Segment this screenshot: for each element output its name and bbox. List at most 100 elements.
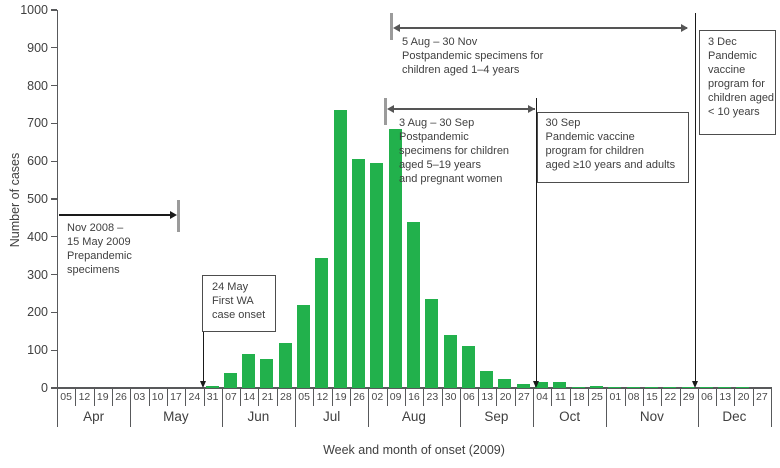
bar <box>663 387 677 388</box>
week-tick-label: 28 <box>279 391 292 403</box>
week-tick-label: 11 <box>554 391 566 403</box>
month-label: Nov <box>639 409 664 424</box>
y-tick-label: 900 <box>27 40 48 55</box>
bar <box>516 383 530 388</box>
bar <box>498 378 512 389</box>
month-label: Aug <box>401 409 426 424</box>
y-tick-label: 0 <box>41 381 48 395</box>
vaccine-under10-box: 3 Dec Pandemic vaccine program for child… <box>699 30 776 135</box>
month-label: Sep <box>484 409 509 424</box>
week-tick-label: 01 <box>609 391 622 403</box>
postpandemic-5-19-arrow-line <box>389 108 535 110</box>
y-tick-label: 1000 <box>20 3 48 17</box>
bar <box>718 386 732 388</box>
vaccine-under10-arrow-line <box>695 13 697 382</box>
first-case-label: 24 May First WA case onset <box>212 281 266 321</box>
bar <box>461 346 475 388</box>
postpandemic-1-4-right-arrowhead-icon <box>681 24 688 32</box>
postpandemic-5-19-right-arrowhead-icon <box>528 105 535 113</box>
bar <box>278 342 292 388</box>
bar <box>736 387 750 388</box>
week-divider <box>624 388 626 406</box>
month-divider <box>57 388 59 427</box>
week-tick-label: 22 <box>664 391 677 403</box>
week-divider <box>203 388 205 406</box>
week-divider <box>752 388 754 406</box>
bar <box>406 221 420 388</box>
week-tick-label: 31 <box>206 391 219 403</box>
month-label: Apr <box>83 409 105 424</box>
month-divider <box>697 388 699 427</box>
week-tick-label: 20 <box>499 391 512 403</box>
week-tick-label: 08 <box>627 391 640 403</box>
week-tick-label: 02 <box>371 391 384 403</box>
week-tick-label: 19 <box>334 391 347 403</box>
week-divider <box>496 388 498 406</box>
week-divider <box>587 388 589 406</box>
bar <box>589 386 603 388</box>
bar <box>443 335 457 388</box>
week-tick-label: 20 <box>737 391 750 403</box>
month-label: Jul <box>322 409 341 424</box>
bar <box>205 386 219 388</box>
postpandemic-1-4-start-cap <box>390 13 393 40</box>
week-tick-label: 23 <box>426 391 439 403</box>
y-tick-label: 200 <box>27 305 48 320</box>
week-divider <box>642 388 644 406</box>
week-tick-label: 05 <box>298 391 310 403</box>
y-tick-label: 800 <box>27 78 48 93</box>
bar <box>315 257 329 388</box>
week-tick-label: 26 <box>353 391 365 403</box>
week-divider <box>569 388 571 406</box>
x-axis-title: Week and month of onset (2009) <box>323 443 505 457</box>
week-divider <box>679 388 681 406</box>
y-tick <box>50 85 57 87</box>
week-tick-label: 19 <box>96 391 109 403</box>
y-tick <box>50 160 57 162</box>
week-tick-label: 10 <box>151 391 164 403</box>
week-tick-label: 07 <box>225 391 237 403</box>
month-label: Oct <box>559 409 581 424</box>
y-tick-label: 400 <box>27 229 48 244</box>
bar <box>644 386 658 388</box>
week-tick-label: 13 <box>481 391 494 403</box>
vaccine-10-label: 30 Sep Pandemic vaccine program for chil… <box>545 117 676 171</box>
bar <box>370 163 384 388</box>
bar <box>388 129 402 388</box>
vaccine-10-arrow-line <box>536 98 538 382</box>
bar <box>608 386 622 388</box>
week-divider <box>404 388 406 406</box>
week-divider <box>478 388 480 406</box>
week-divider <box>148 388 150 406</box>
bar <box>626 387 640 388</box>
y-tick <box>50 47 57 49</box>
postpandemic-1-4-left-arrowhead-icon <box>393 24 400 32</box>
y-tick-label: 500 <box>27 192 48 206</box>
week-divider <box>185 388 187 406</box>
month-divider <box>368 388 370 427</box>
month-divider <box>771 388 773 427</box>
month-divider <box>459 388 461 427</box>
y-axis-line <box>56 10 58 427</box>
postpandemic-5-19-label: 3 Aug – 30 Sep Postpandemic specimens fo… <box>399 117 510 185</box>
week-divider <box>93 388 95 406</box>
month-divider <box>533 388 535 427</box>
postpandemic-1-4-label: 5 Aug – 30 Nov Postpandemic specimens fo… <box>402 36 544 76</box>
y-tick-label: 300 <box>27 267 48 282</box>
postpandemic-5-19-start-cap <box>384 98 387 125</box>
prepandemic-arrow-line <box>59 214 171 216</box>
y-tick <box>50 387 57 389</box>
week-tick-label: 27 <box>517 391 530 403</box>
y-tick <box>50 198 57 200</box>
month-label: May <box>163 409 189 424</box>
bar <box>260 358 274 388</box>
y-tick-label: 700 <box>27 116 48 131</box>
week-tick-label: 09 <box>389 391 402 403</box>
y-tick <box>50 274 57 276</box>
prepandemic-arrowhead-icon <box>170 211 177 219</box>
week-tick-label: 24 <box>188 391 201 403</box>
week-tick-label: 14 <box>243 391 256 403</box>
week-divider <box>75 388 77 406</box>
week-divider <box>441 388 443 406</box>
y-tick <box>50 311 57 313</box>
